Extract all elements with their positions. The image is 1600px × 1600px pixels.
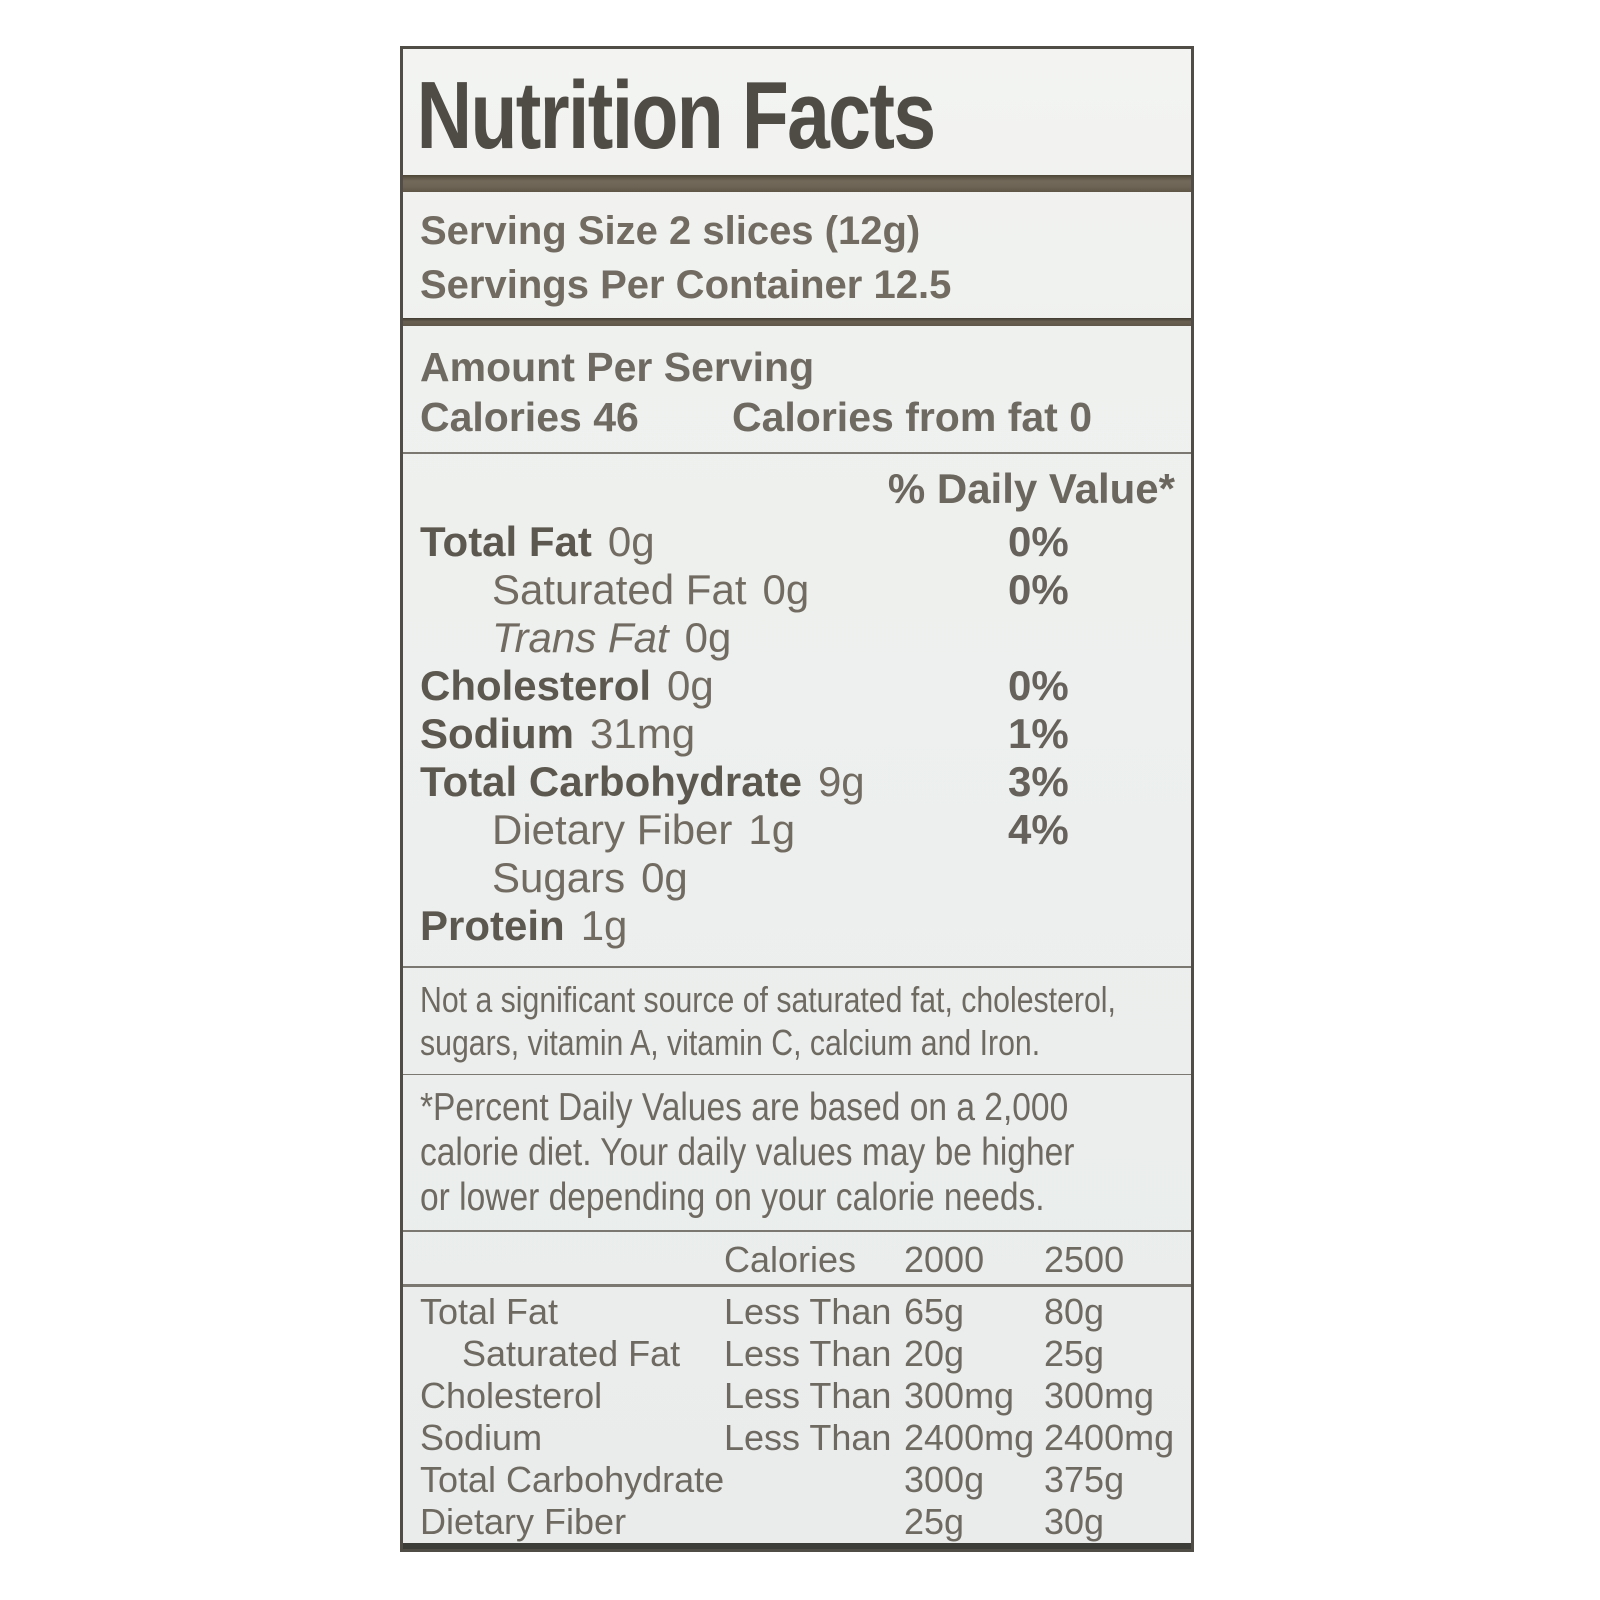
section-rule	[403, 965, 1191, 968]
header-2000: 2000	[904, 1239, 985, 1281]
table-row-saturated-fat: Saturated Fat Less Than 20g 25g	[462, 1333, 1105, 1375]
label-title: Nutrition Facts	[416, 62, 936, 169]
not-significant-note: Not a significant source of saturated fa…	[420, 978, 1116, 1063]
amount-per-serving-heading: Amount Per Serving	[420, 343, 815, 390]
daily-value-header: % Daily Value*	[887, 464, 1175, 512]
table-header-rule	[403, 1284, 1191, 1288]
table-row-total-carbohydrate: Total Carbohydrate 300g 375g	[420, 1459, 1125, 1501]
reference-table-header: Calories 2000 2500	[420, 1238, 1174, 1284]
reference-values-table: Calories 2000 2500 Total Fat Less Than 6…	[403, 1232, 1191, 1543]
servings-per-container-text: Servings Per Container 12.5	[420, 263, 952, 308]
label-bottom-bar	[403, 1543, 1191, 1549]
nutrition-facts-label: Nutrition Facts Serving Size 2 slices (1…	[400, 46, 1194, 1552]
calories-from-fat-value: Calories from fat 0	[732, 393, 1092, 440]
table-row-total-fat: Total Fat Less Than 65g 80g	[420, 1291, 1105, 1333]
nutrient-row-dietary-fiber: Dietary Fiber 1g 4%	[492, 805, 1069, 853]
serving-size-text: Serving Size 2 slices (12g)	[420, 209, 921, 254]
amount-per-serving-section: Amount Per Serving Calories 46 Calories …	[403, 326, 1191, 452]
section-rule	[403, 1073, 1191, 1076]
section-rule	[403, 1230, 1191, 1233]
nutrient-row-total-fat: Total Fat 0g 0%	[420, 517, 1069, 565]
calories-value: Calories 46	[420, 393, 639, 440]
serving-section: Serving Size 2 slices (12g) Servings Per…	[403, 192, 1191, 318]
header-2500: 2500	[1044, 1239, 1125, 1281]
nutrient-row-sodium: Sodium 31mg 1%	[420, 709, 1069, 757]
serving-divider-bar	[403, 318, 1191, 326]
nutrient-row-saturated-fat: Saturated Fat 0g 0%	[492, 565, 1069, 613]
nutrient-row-cholesterol: Cholesterol 0g 0%	[420, 661, 1069, 709]
table-row-dietary-fiber: Dietary Fiber 25g 30g	[420, 1501, 1105, 1543]
calories-row: Calories 46 Calories from fat 0	[420, 392, 1174, 442]
nutrient-row-protein: Protein 1g	[420, 901, 628, 949]
nutrient-row-trans-fat: Trans Fat 0g	[492, 613, 732, 661]
reference-table-body: Total Fat Less Than 65g 80g Saturated Fa…	[420, 1287, 1174, 1543]
table-row-sodium: Sodium Less Than 2400mg 2400mg	[420, 1417, 1175, 1459]
section-rule	[403, 451, 1191, 454]
daily-values-footnote: *Percent Daily Values are based on a 2,0…	[420, 1086, 1075, 1220]
nutrient-row-total-carbohydrate: Total Carbohydrate 9g 3%	[420, 757, 1069, 805]
table-row-cholesterol: Cholesterol Less Than 300mg 300mg	[420, 1375, 1155, 1417]
nutrient-row-sugars: Sugars 0g	[492, 853, 688, 901]
header-calories: Calories	[724, 1239, 857, 1281]
title-divider-bar	[403, 175, 1191, 193]
nutrient-rows: Total Fat 0g 0% Saturated Fat 0g 0% Tran…	[403, 514, 1191, 956]
